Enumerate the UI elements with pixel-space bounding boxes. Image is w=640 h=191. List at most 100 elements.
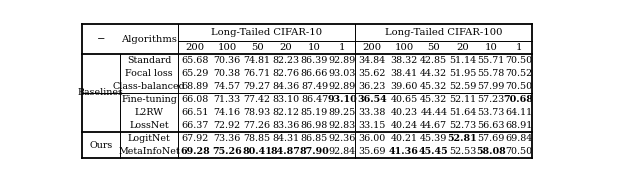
Text: 87.90: 87.90 [300,147,330,156]
Text: 75.26: 75.26 [212,147,242,156]
Text: 66.08: 66.08 [182,95,209,104]
Text: 42.85: 42.85 [420,56,447,65]
Text: 100: 100 [218,43,237,52]
Text: 39.60: 39.60 [390,82,418,91]
Text: 89.25: 89.25 [328,108,356,117]
Text: 86.98: 86.98 [301,121,328,130]
Text: 84.87: 84.87 [271,147,301,156]
Text: L2RW: L2RW [134,108,163,117]
Text: Long-Tailed CIFAR-10: Long-Tailed CIFAR-10 [211,28,323,37]
Text: 44.32: 44.32 [420,69,447,78]
Text: 67.92: 67.92 [182,134,209,143]
Text: 72.92: 72.92 [214,121,241,130]
Text: Class-balanced: Class-balanced [113,82,186,91]
Text: 74.81: 74.81 [244,56,271,65]
Text: 70.50: 70.50 [505,82,532,91]
Text: 20: 20 [280,43,292,52]
Text: 56.63: 56.63 [477,121,505,130]
Text: 52.73: 52.73 [449,121,476,130]
Text: 82.23: 82.23 [272,56,300,65]
Text: 38.32: 38.32 [390,56,417,65]
Text: 36.54: 36.54 [357,95,387,104]
Text: 78.85: 78.85 [244,134,271,143]
Text: Focal loss: Focal loss [125,69,173,78]
Text: 55.71: 55.71 [477,56,505,65]
Text: 79.27: 79.27 [244,82,271,91]
Text: LossNet: LossNet [129,121,169,130]
Text: 80.41: 80.41 [242,147,272,156]
Text: Standard: Standard [127,56,171,65]
Text: 65.68: 65.68 [181,56,209,65]
Text: 85.19: 85.19 [301,108,328,117]
Text: 77.26: 77.26 [244,121,271,130]
Text: 78.93: 78.93 [243,108,271,117]
Text: −: − [97,35,105,44]
Text: 84.31: 84.31 [272,134,300,143]
Text: 45.39: 45.39 [420,134,447,143]
Text: 33.38: 33.38 [358,108,385,117]
Text: 52.81: 52.81 [447,134,477,143]
Text: 40.24: 40.24 [390,121,417,130]
Text: 35.62: 35.62 [358,69,385,78]
Text: 53.73: 53.73 [477,108,505,117]
Text: 41.36: 41.36 [389,147,419,156]
Text: 74.57: 74.57 [214,82,241,91]
Text: 44.44: 44.44 [420,108,447,117]
Text: 35.69: 35.69 [358,147,385,156]
Text: 77.42: 77.42 [244,95,271,104]
Text: 70.50: 70.50 [505,56,532,65]
Text: 83.36: 83.36 [272,121,300,130]
Text: 100: 100 [394,43,413,52]
Text: 83.10: 83.10 [272,95,300,104]
Text: 38.41: 38.41 [390,69,417,78]
Text: 68.89: 68.89 [182,82,209,91]
Text: 82.12: 82.12 [272,108,300,117]
Text: 70.36: 70.36 [214,56,241,65]
Text: 52.59: 52.59 [449,82,476,91]
Text: 92.36: 92.36 [328,134,356,143]
Text: 34.84: 34.84 [358,56,385,65]
Text: MetaInfoNet: MetaInfoNet [118,147,180,156]
Text: 10: 10 [308,43,321,52]
Text: 44.67: 44.67 [420,121,447,130]
Text: 10: 10 [484,43,497,52]
Text: 200: 200 [186,43,205,52]
Text: 40.21: 40.21 [390,134,417,143]
Text: 84.36: 84.36 [272,82,300,91]
Text: 20: 20 [456,43,469,52]
Text: 86.85: 86.85 [301,134,328,143]
Text: 69.84: 69.84 [505,134,532,143]
Text: 40.65: 40.65 [390,95,417,104]
Text: 64.11: 64.11 [505,108,532,117]
Text: 74.16: 74.16 [214,108,241,117]
Text: 200: 200 [362,43,381,52]
Text: 50: 50 [251,43,264,52]
Text: 70.50: 70.50 [505,147,532,156]
Text: 82.76: 82.76 [272,69,300,78]
Text: 45.32: 45.32 [420,95,447,104]
Text: Fine-tuning: Fine-tuning [121,95,177,104]
Text: 93.03: 93.03 [328,69,356,78]
Text: Algorithms: Algorithms [121,35,177,44]
Text: 51.14: 51.14 [449,56,476,65]
Text: 45.45: 45.45 [419,147,449,156]
Text: 76.71: 76.71 [244,69,271,78]
Text: 73.36: 73.36 [214,134,241,143]
Text: 51.64: 51.64 [449,108,476,117]
Text: 57.69: 57.69 [477,134,505,143]
Text: 70.68: 70.68 [504,95,534,104]
Text: 86.66: 86.66 [301,69,328,78]
Text: 50: 50 [428,43,440,52]
Text: 36.23: 36.23 [358,82,385,91]
Text: 1: 1 [515,43,522,52]
Text: 92.89: 92.89 [328,82,356,91]
Text: 52.11: 52.11 [449,95,476,104]
Text: 92.83: 92.83 [328,121,356,130]
Text: 86.47: 86.47 [301,95,328,104]
Text: 58.08: 58.08 [476,147,506,156]
Text: Long-Tailed CIFAR-100: Long-Tailed CIFAR-100 [385,28,502,37]
Text: 86.39: 86.39 [301,56,328,65]
Text: 52.53: 52.53 [449,147,476,156]
Text: 36.00: 36.00 [358,134,385,143]
Text: Ours: Ours [90,141,113,150]
